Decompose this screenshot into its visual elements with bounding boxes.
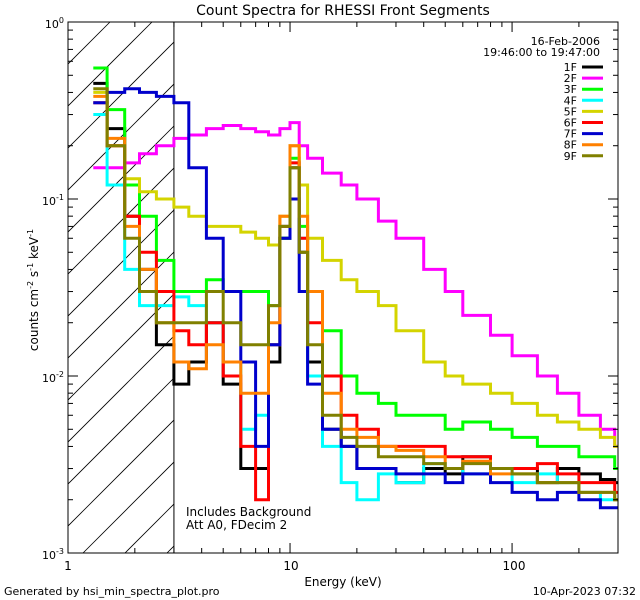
x-axis-label: Energy (keV) bbox=[304, 575, 381, 589]
plot-frame bbox=[67, 21, 619, 554]
date-label: 16-Feb-2006 bbox=[531, 35, 600, 48]
hatch-line bbox=[68, 22, 153, 107]
legend-label: 7F bbox=[564, 128, 577, 141]
svg-text:counts cm-2 s-1 keV-1: counts cm-2 s-1 keV-1 bbox=[26, 229, 41, 351]
y-tick-label: 100 bbox=[45, 16, 64, 31]
hatch-line bbox=[68, 41, 174, 149]
x-tick-label: 100 bbox=[503, 559, 526, 573]
legend-label: 9F bbox=[564, 150, 577, 163]
y-tick-label: 10-3 bbox=[42, 547, 64, 562]
svg-text:10-2: 10-2 bbox=[42, 370, 64, 385]
hatch-line bbox=[68, 251, 174, 359]
x-tick-label: 10 bbox=[283, 559, 298, 573]
legend-label: 2F bbox=[564, 72, 577, 85]
hatch-line bbox=[68, 377, 174, 485]
hatch-line bbox=[68, 83, 174, 191]
legend-label: 3F bbox=[564, 83, 577, 96]
legend-label: 4F bbox=[564, 94, 577, 107]
generated-by-label: Generated by hsi_min_spectra_plot.pro bbox=[4, 585, 220, 598]
annotation-attenuator: Att A0, FDecim 2 bbox=[186, 518, 287, 532]
y-axis-label: counts cm-2 s-1 keV-1 bbox=[26, 229, 41, 351]
annotation-background: Includes Background bbox=[186, 505, 311, 519]
hatch-line bbox=[68, 209, 174, 317]
legend-label: 8F bbox=[564, 139, 577, 152]
legend-label: 5F bbox=[564, 105, 577, 118]
svg-text:10-3: 10-3 bbox=[42, 547, 64, 562]
y-tick-label: 10-1 bbox=[42, 193, 64, 208]
series-line-5F bbox=[93, 90, 618, 448]
legend-label: 6F bbox=[564, 117, 577, 130]
series-line-4F bbox=[93, 113, 618, 502]
legend-label: 1F bbox=[564, 61, 577, 74]
hatch-line bbox=[68, 167, 174, 275]
x-tick-label: 1 bbox=[64, 559, 72, 573]
svg-text:10-1: 10-1 bbox=[42, 193, 64, 208]
chart-title: Count Spectra for RHESSI Front Segments bbox=[196, 3, 490, 19]
svg-text:100: 100 bbox=[45, 16, 64, 31]
timestamp-label: 10-Apr-2023 07:32 bbox=[533, 585, 636, 598]
hatch-line bbox=[82, 461, 174, 553]
time-range-label: 19:46:00 to 19:47:00 bbox=[483, 46, 600, 59]
hatch-line bbox=[68, 419, 174, 527]
series-line-9F bbox=[93, 87, 618, 502]
y-tick-label: 10-2 bbox=[42, 370, 64, 385]
